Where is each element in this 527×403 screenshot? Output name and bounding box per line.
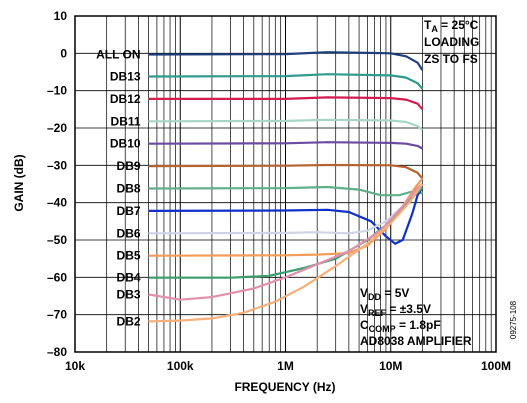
svg-text:TA = 25°C: TA = 25°C [424,18,479,34]
series-label: DB2 [117,314,141,328]
series-line-all-on [148,51,424,71]
ccomp-value: = 1.8pF [396,318,441,332]
series-line-db10 [148,141,423,150]
y-tick-label: –50 [47,233,67,247]
ta-value: = 25°C [438,18,479,32]
series-label: DB4 [117,271,141,285]
y-axis-title: GAIN (dB) [12,154,26,211]
y-tick-label: –70 [47,308,67,322]
vref-value: = ±3.5V [386,302,431,316]
series-label: DB8 [117,181,141,195]
svg-text:VREF = ±3.5V: VREF = ±3.5V [360,302,431,318]
series-line-db13 [148,73,424,90]
x-axis-title: FREQUENCY (Hz) [234,380,335,394]
ccomp-symbol: C [360,318,369,332]
series-label: DB9 [117,159,141,173]
plot-frame [74,15,497,353]
series-line-db7 [148,187,424,245]
series-line-db2 [148,183,424,323]
y-tick-label: –10 [47,84,67,98]
series-line-db9 [148,163,424,180]
annotation-conditions: TA = 25°C LOADING ZS TO FS [424,18,479,66]
figure-id: 09275-108 [509,300,518,339]
x-tick-label: 10k [65,359,85,373]
zs-to-fs-label: ZS TO FS [424,52,478,66]
series-label: DB5 [117,249,141,263]
series-label: DB13 [110,69,141,83]
series-line-db8 [148,185,423,197]
y-tick-label: 0 [60,46,67,60]
series-line-db12 [148,96,424,111]
vref-symbol: V [360,302,368,316]
svg-text:CCOMP = 1.8pF: CCOMP = 1.8pF [360,318,441,334]
ta-symbol: T [424,18,432,32]
series-label: DB3 [117,288,141,302]
annotation-supply: VDD = 5V VREF = ±3.5V CCOMP = 1.8pF AD80… [360,286,472,348]
series-line-db11 [148,118,424,131]
series-lines [148,51,424,323]
x-tick-label: 10M [379,359,402,373]
series-line-db3 [148,183,424,301]
y-tick-label: –20 [47,121,67,135]
ccomp-subscript: COMP [369,324,396,334]
series-label: DB11 [111,114,141,128]
series-label: DB12 [110,92,141,106]
loading-label: LOADING [424,35,479,49]
x-tick-label: 100M [481,359,511,373]
tick-labels: –80 –70 –60 –50 –40 –30 –20 –10 0 10 10k 100k 1M 10M 1… [47,9,511,373]
y-tick-label: –60 [47,270,67,284]
ta-subscript: A [431,24,438,34]
y-tick-label: –40 [47,196,67,210]
vdd-subscript: DD [368,292,381,302]
y-tick-label: 10 [54,9,68,23]
y-tick-label: –30 [47,158,67,172]
svg-text:VDD = 5V: VDD = 5V [360,286,409,302]
series-line-db4 [148,186,424,279]
series-labels: ALL ON DB13 DB12 DB11 DB10 DB9 DB8 DB7 DB6 DB5 DB4… [96,47,141,328]
y-tick-label: –80 [47,345,67,359]
series-label: DB10 [110,137,141,151]
vdd-value: = 5V [381,286,409,300]
series-line-db5 [148,177,424,257]
vdd-symbol: V [360,286,368,300]
x-tick-label: 1M [277,359,294,373]
amplifier-label: AD8038 AMPLIFIER [360,334,472,348]
series-label: DB7 [117,204,141,218]
series-label: DB6 [117,226,141,240]
vref-subscript: REF [368,308,387,318]
x-tick-label: 100k [167,359,194,373]
series-label: ALL ON [96,47,140,61]
